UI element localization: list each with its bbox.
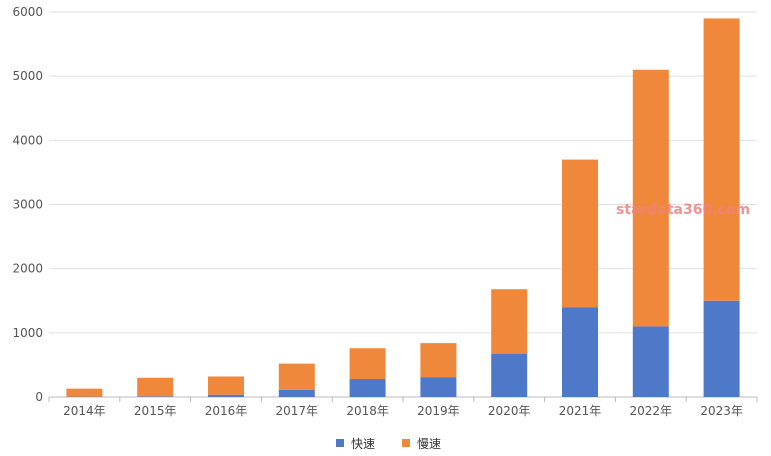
watermark-text: stardata360.com (616, 202, 750, 218)
bars (66, 18, 740, 397)
legend-label: 慢速 (417, 437, 441, 451)
bar-fast (420, 377, 457, 397)
bar-slow (703, 18, 740, 301)
bar-fast (632, 326, 669, 397)
bar-slow (632, 69, 669, 327)
bar-fast (208, 394, 244, 397)
x-tick-label: 2019年 (417, 404, 460, 418)
y-tick-label: 5000 (12, 69, 43, 83)
bar-fast (278, 389, 315, 397)
bar-slow (278, 363, 315, 390)
y-axis: 0 1000 2000 3000 4000 5000 6000 (12, 5, 43, 404)
legend-label: 快速 (351, 437, 375, 451)
bar-slow (491, 289, 528, 355)
bar-slow (349, 348, 386, 380)
x-tick-label: 2022年 (630, 404, 673, 418)
y-tick-label: 4000 (12, 133, 43, 147)
bar-slow (562, 159, 598, 308)
x-tick-label: 2021年 (559, 404, 602, 418)
x-tick-label: 2016年 (205, 404, 248, 418)
bar-slow (137, 377, 174, 397)
x-tick-label: 2014年 (63, 404, 106, 418)
bar-fast (562, 307, 598, 397)
bar-fast (491, 354, 528, 397)
x-tick-label: 2020年 (488, 404, 531, 418)
bar-slow (208, 376, 244, 395)
bar-slow (66, 388, 103, 397)
x-tick-label: 2017年 (276, 404, 319, 418)
y-tick-label: 6000 (12, 5, 43, 19)
x-tick-label: 2015年 (134, 404, 177, 418)
legend: 快速 慢速 (336, 437, 441, 451)
x-axis: 2014年 2015年 2016年 2017年 2018年 2019年 2020年 2021年… (48, 397, 758, 418)
y-tick-label: 0 (35, 390, 43, 404)
bar-fast (349, 379, 386, 397)
bar-fast (137, 396, 174, 397)
grid-lines (49, 11, 757, 398)
bar-fast (703, 300, 740, 397)
legend-swatch (336, 439, 344, 447)
bar-slow (420, 343, 457, 378)
y-tick-label: 2000 (12, 262, 43, 276)
y-tick-label: 1000 (12, 326, 43, 340)
legend-swatch (402, 439, 410, 447)
x-tick-label: 2018年 (346, 404, 389, 418)
y-tick-label: 3000 (12, 198, 43, 212)
x-tick-label: 2023年 (700, 404, 743, 418)
